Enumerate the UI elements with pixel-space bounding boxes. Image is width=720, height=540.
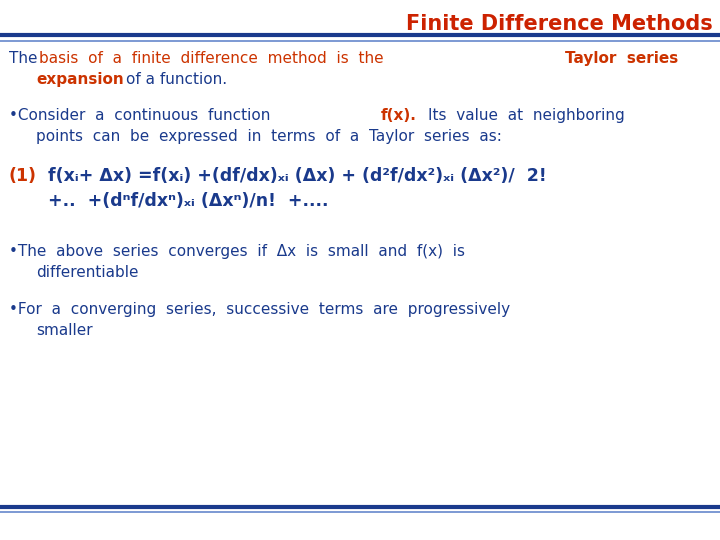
Text: expansion: expansion bbox=[36, 72, 124, 87]
Text: •Consider  a  continuous  function: •Consider a continuous function bbox=[9, 108, 270, 123]
Text: +..  +(dⁿf/dxⁿ)ₓᵢ (Δxⁿ)/n!  +....: +.. +(dⁿf/dxⁿ)ₓᵢ (Δxⁿ)/n! +.... bbox=[48, 192, 328, 210]
Text: f(x).: f(x). bbox=[381, 108, 417, 123]
Text: f(xᵢ+ Δx) =f(xᵢ) +(df/dx)ₓᵢ (Δx) + (d²f/dx²)ₓᵢ (Δx²)/  2!: f(xᵢ+ Δx) =f(xᵢ) +(df/dx)ₓᵢ (Δx) + (d²f/… bbox=[48, 167, 546, 185]
Text: Finite Difference Methods: Finite Difference Methods bbox=[406, 14, 713, 33]
Text: •The  above  series  converges  if  Δx  is  small  and  f(x)  is: •The above series converges if Δx is sma… bbox=[9, 244, 464, 259]
Text: Taylor  series: Taylor series bbox=[565, 51, 678, 66]
Text: of a function.: of a function. bbox=[126, 72, 227, 87]
Text: differentiable: differentiable bbox=[36, 265, 138, 280]
Text: The: The bbox=[9, 51, 37, 66]
Text: smaller: smaller bbox=[36, 323, 93, 338]
Text: points  can  be  expressed  in  terms  of  a  Taylor  series  as:: points can be expressed in terms of a Ta… bbox=[36, 129, 502, 144]
Text: (1): (1) bbox=[9, 167, 37, 185]
Text: basis  of  a  finite  difference  method  is  the: basis of a finite difference method is t… bbox=[39, 51, 384, 66]
Text: Its  value  at  neighboring: Its value at neighboring bbox=[428, 108, 624, 123]
Text: •For  a  converging  series,  successive  terms  are  progressively: •For a converging series, successive ter… bbox=[9, 302, 510, 318]
